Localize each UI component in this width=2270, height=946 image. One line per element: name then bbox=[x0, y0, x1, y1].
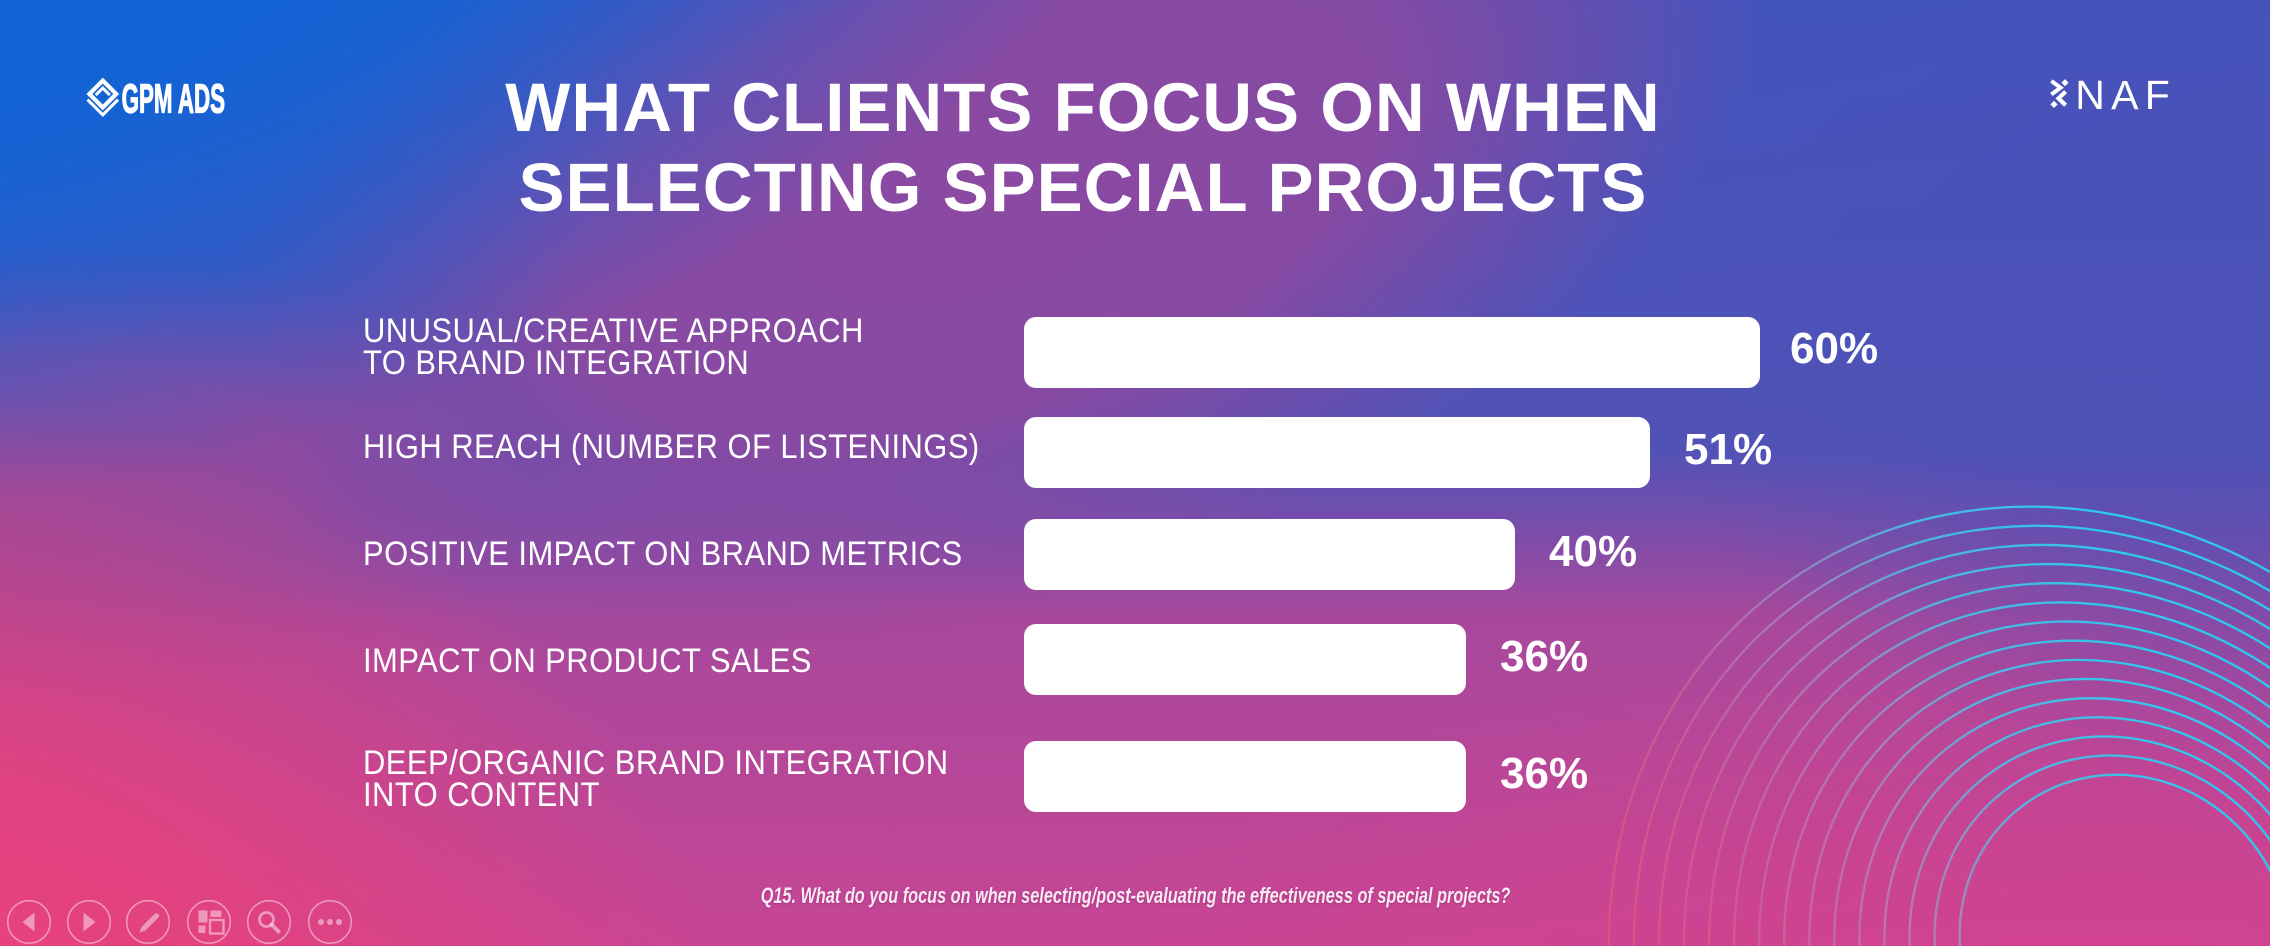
svg-text:NAF: NAF bbox=[2075, 77, 2174, 117]
svg-text:GPM ADS: GPM ADS bbox=[122, 78, 225, 121]
